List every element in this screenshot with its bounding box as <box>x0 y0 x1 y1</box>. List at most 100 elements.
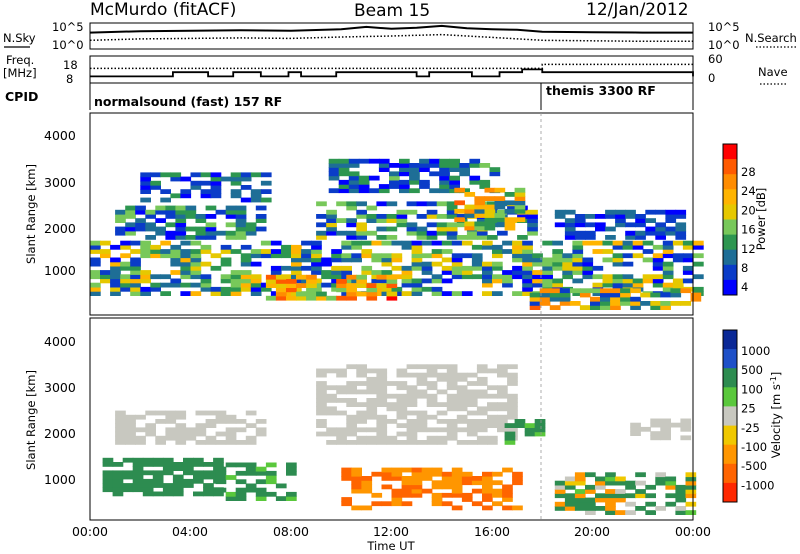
heatmap-cell <box>235 496 247 501</box>
heatmap-cell <box>487 423 498 428</box>
heatmap-cell <box>482 471 493 477</box>
heatmap-cell <box>301 257 312 263</box>
heatmap-cell <box>381 253 393 259</box>
heatmap-cell <box>328 188 340 194</box>
heatmap-cell <box>426 393 438 399</box>
heatmap-cell <box>142 457 154 463</box>
heatmap-cell <box>487 393 498 399</box>
heatmap-cell <box>512 505 523 511</box>
heatmap-cell <box>645 209 656 215</box>
heatmap-cell <box>135 414 146 420</box>
heatmap-cell <box>431 253 443 259</box>
heatmap-cell <box>605 480 616 486</box>
heatmap-cell <box>90 286 101 292</box>
heatmap-cell <box>180 265 192 271</box>
heatmap-cell <box>281 265 292 271</box>
heatmap-cell <box>466 402 478 407</box>
heatmap-cell <box>193 457 204 463</box>
heatmap-cell <box>376 368 388 374</box>
heatmap-cell <box>371 471 383 477</box>
heatmap-cell <box>220 291 232 296</box>
heatmap-cell <box>378 167 390 172</box>
heatmap-cell <box>115 419 126 424</box>
xtick-0800: 08:00 <box>273 524 309 539</box>
power-colorbar-tick: 12 <box>741 242 756 256</box>
heatmap-cell <box>401 270 413 275</box>
heatmap-cell <box>662 265 674 271</box>
heatmap-cell <box>564 476 576 482</box>
heatmap-cell <box>421 471 433 477</box>
heatmap-cell <box>421 265 433 271</box>
heatmap-cell <box>130 278 141 284</box>
heatmap-cell <box>522 286 533 292</box>
heatmap-cell <box>605 476 616 482</box>
heatmap-cell <box>190 240 202 246</box>
heatmap-cell <box>406 440 418 445</box>
heatmap-cell <box>346 287 357 293</box>
heatmap-cell <box>590 296 601 302</box>
heatmap-cell <box>660 422 671 428</box>
heatmap-cell <box>205 226 217 232</box>
heatmap-cell <box>210 286 222 292</box>
heatmap-cell <box>281 253 292 259</box>
heatmap-cell <box>366 435 378 441</box>
heatmap-cell <box>215 487 227 493</box>
heatmap-cell <box>378 188 390 194</box>
heatmap-cell <box>200 244 212 250</box>
power-colorbar-tick: 24 <box>741 184 756 198</box>
heatmap-cell <box>451 261 463 267</box>
heatmap-cell <box>497 414 508 420</box>
heatmap-cell <box>476 364 488 370</box>
heatmap-cell <box>419 167 430 172</box>
heatmap-cell <box>346 218 357 223</box>
heatmap-cell <box>685 480 697 486</box>
heatmap-cell <box>436 419 448 424</box>
heatmap-cell <box>376 214 388 219</box>
heatmap-cell <box>484 213 496 218</box>
heatmap-cell <box>165 431 177 437</box>
heatmap-cell <box>469 163 481 168</box>
heatmap-cell <box>502 505 513 511</box>
heatmap-cell <box>366 389 378 395</box>
heatmap-cell <box>605 235 616 240</box>
heatmap-cell <box>426 209 438 215</box>
heatmap-cell <box>125 435 136 441</box>
heatmap-cell <box>183 483 194 488</box>
heatmap-cell <box>685 476 697 482</box>
heatmap-cell <box>401 274 413 280</box>
heatmap-cell <box>160 249 171 254</box>
heatmap-cell <box>100 274 111 280</box>
heatmap-cell <box>652 253 664 259</box>
heatmap-cell <box>542 282 553 288</box>
heatmap-cell <box>250 278 262 284</box>
heatmap-cell <box>585 484 596 490</box>
heatmap-cell <box>476 406 488 412</box>
heatmap-cell <box>180 274 192 280</box>
heatmap-cell <box>602 278 614 284</box>
heatmap-cell <box>474 204 486 210</box>
power-colorbar-tick: 28 <box>741 165 756 179</box>
power-ytick-3000: 3000 <box>44 175 76 190</box>
heatmap-cell <box>542 261 553 267</box>
heatmap-cell <box>574 235 586 240</box>
heatmap-cell <box>351 253 362 259</box>
heatmap-cell <box>140 244 151 250</box>
heatmap-cell <box>441 257 453 263</box>
velocity-colorbar-swatch <box>723 330 737 350</box>
heatmap-cell <box>356 201 367 207</box>
heatmap-cell <box>366 295 378 301</box>
heatmap-cell <box>471 480 483 486</box>
heatmap-cell <box>275 483 287 489</box>
heatmap-cell <box>441 476 453 481</box>
heatmap-cell <box>461 253 473 259</box>
heatmap-cell <box>122 470 134 476</box>
heatmap-cell <box>522 261 533 267</box>
heatmap-cell <box>564 222 576 228</box>
heatmap-cell <box>514 187 526 193</box>
heatmap-cell <box>338 163 350 168</box>
heatmap-cell <box>431 480 443 486</box>
velocity-ytick-2000: 2000 <box>44 426 76 441</box>
heatmap-cell <box>630 296 641 302</box>
heatmap-cell <box>680 422 692 428</box>
heatmap-cell <box>482 240 493 246</box>
